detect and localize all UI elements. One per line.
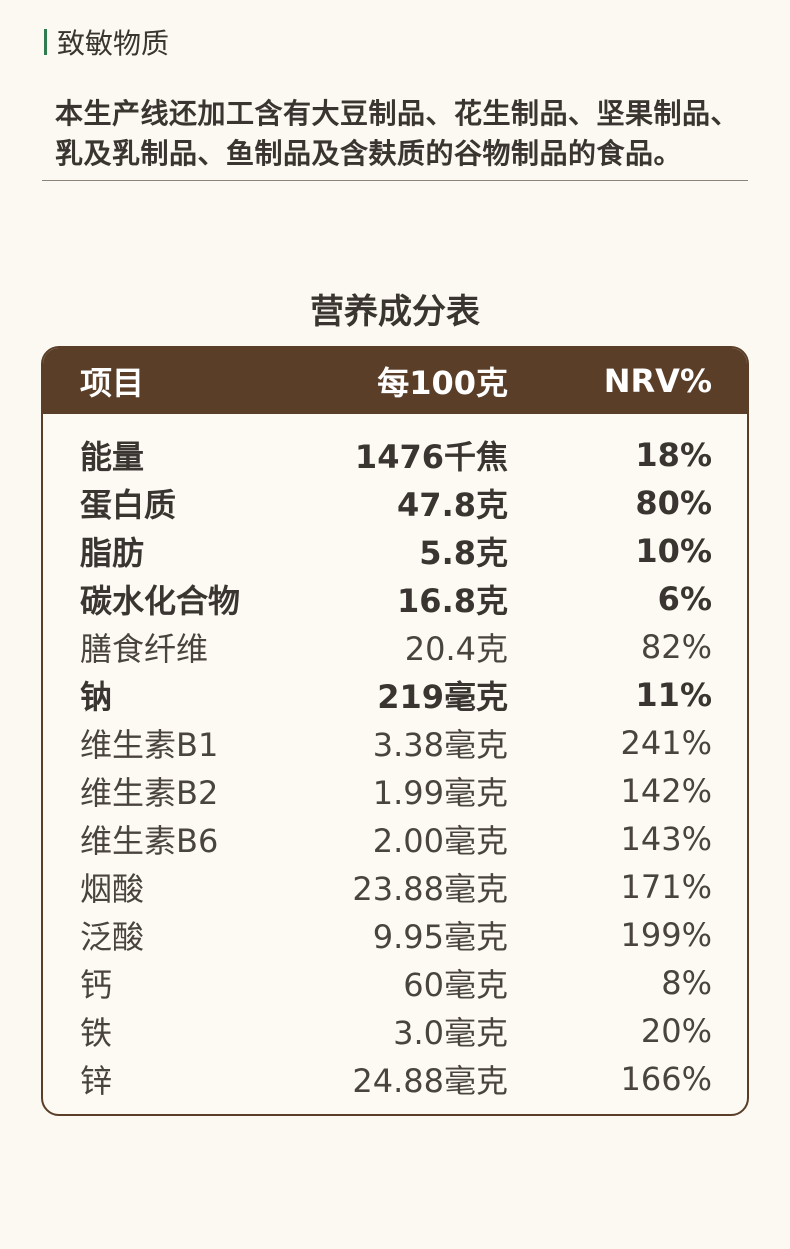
row-nrv: 241% xyxy=(620,724,712,762)
row-item: 维生素B2 xyxy=(80,774,219,812)
header-value: 每100克 xyxy=(377,364,508,402)
section-divider xyxy=(42,180,748,181)
row-item: 锌 xyxy=(80,1062,113,1100)
row-value: 1476千焦 xyxy=(354,438,508,476)
row-value: 23.88毫克 xyxy=(352,870,508,908)
row-nrv: 6% xyxy=(657,580,712,618)
row-item: 脂肪 xyxy=(80,534,145,572)
table-row: 维生素B2 1.99毫克 142% xyxy=(43,767,747,815)
row-value: 2.00毫克 xyxy=(372,822,508,860)
row-nrv: 171% xyxy=(620,868,712,906)
row-item: 泛酸 xyxy=(80,918,145,956)
row-item: 钠 xyxy=(80,678,113,716)
row-value: 60毫克 xyxy=(403,966,508,1004)
header-nrv: NRV% xyxy=(603,362,712,400)
table-row: 蛋白质 47.8克 80% xyxy=(43,479,747,527)
row-item: 烟酸 xyxy=(80,870,145,908)
row-value: 5.8克 xyxy=(419,534,508,572)
row-nrv: 11% xyxy=(635,676,712,714)
row-item: 碳水化合物 xyxy=(80,582,241,620)
row-value: 3.38毫克 xyxy=(372,726,508,764)
row-value: 20.4克 xyxy=(404,630,508,668)
row-nrv: 80% xyxy=(635,484,712,522)
table-row: 膳食纤维 20.4克 82% xyxy=(43,623,747,671)
row-value: 219毫克 xyxy=(377,678,508,716)
table-row: 钙 60毫克 8% xyxy=(43,959,747,1007)
table-row: 碳水化合物 16.8克 6% xyxy=(43,575,747,623)
row-value: 1.99毫克 xyxy=(372,774,508,812)
table-row: 维生素B1 3.38毫克 241% xyxy=(43,719,747,767)
row-nrv: 166% xyxy=(620,1060,712,1098)
row-item: 维生素B6 xyxy=(80,822,219,860)
table-row: 能量 1476千焦 18% xyxy=(43,431,747,479)
row-nrv: 8% xyxy=(661,964,712,1002)
table-row: 泛酸 9.95毫克 199% xyxy=(43,911,747,959)
row-nrv: 18% xyxy=(635,436,712,474)
table-row: 锌 24.88毫克 166% xyxy=(43,1055,747,1103)
table-row: 脂肪 5.8克 10% xyxy=(43,527,747,575)
row-item: 铁 xyxy=(80,1014,113,1052)
nutrition-table-header: 项目 每100克 NRV% xyxy=(43,348,747,414)
row-nrv: 142% xyxy=(620,772,712,810)
row-nrv: 10% xyxy=(635,532,712,570)
row-value: 24.88毫克 xyxy=(352,1062,508,1100)
table-row: 钠 219毫克 11% xyxy=(43,671,747,719)
row-value: 16.8克 xyxy=(397,582,508,620)
row-item: 蛋白质 xyxy=(80,486,177,524)
allergen-section-heading: 致敏物质 xyxy=(44,22,169,62)
row-nrv: 82% xyxy=(640,628,712,666)
row-item: 膳食纤维 xyxy=(80,630,209,668)
row-value: 3.0毫克 xyxy=(393,1014,508,1052)
nutrition-table-title: 营养成分表 xyxy=(310,292,480,332)
row-item: 维生素B1 xyxy=(80,726,219,764)
allergen-heading-label: 致敏物质 xyxy=(57,27,170,60)
row-nrv: 199% xyxy=(620,916,712,954)
row-nrv: 143% xyxy=(620,820,712,858)
nutrition-table-body: 能量 1476千焦 18% 蛋白质 47.8克 80% 脂肪 5.8克 10% 碳水化合物 16.8… xyxy=(43,414,747,1103)
allergen-statement: 本生产线还加工含有大豆制品、花生制品、坚果制品、乳及乳制品、鱼制品及含麸质的谷物… xyxy=(55,97,740,170)
table-row: 铁 3.0毫克 20% xyxy=(43,1007,747,1055)
row-nrv: 20% xyxy=(640,1012,712,1050)
row-item: 能量 xyxy=(80,438,145,476)
row-value: 9.95毫克 xyxy=(372,918,508,956)
nutrition-table: 项目 每100克 NRV% 能量 1476千焦 18% 蛋白质 47.8克 80% 脂肪 5.… xyxy=(41,346,749,1116)
header-item: 项目 xyxy=(80,364,145,402)
row-value: 47.8克 xyxy=(397,486,508,524)
table-row: 维生素B6 2.00毫克 143% xyxy=(43,815,747,863)
row-item: 钙 xyxy=(80,966,113,1004)
table-row: 烟酸 23.88毫克 171% xyxy=(43,863,747,911)
accent-bar xyxy=(44,29,47,55)
